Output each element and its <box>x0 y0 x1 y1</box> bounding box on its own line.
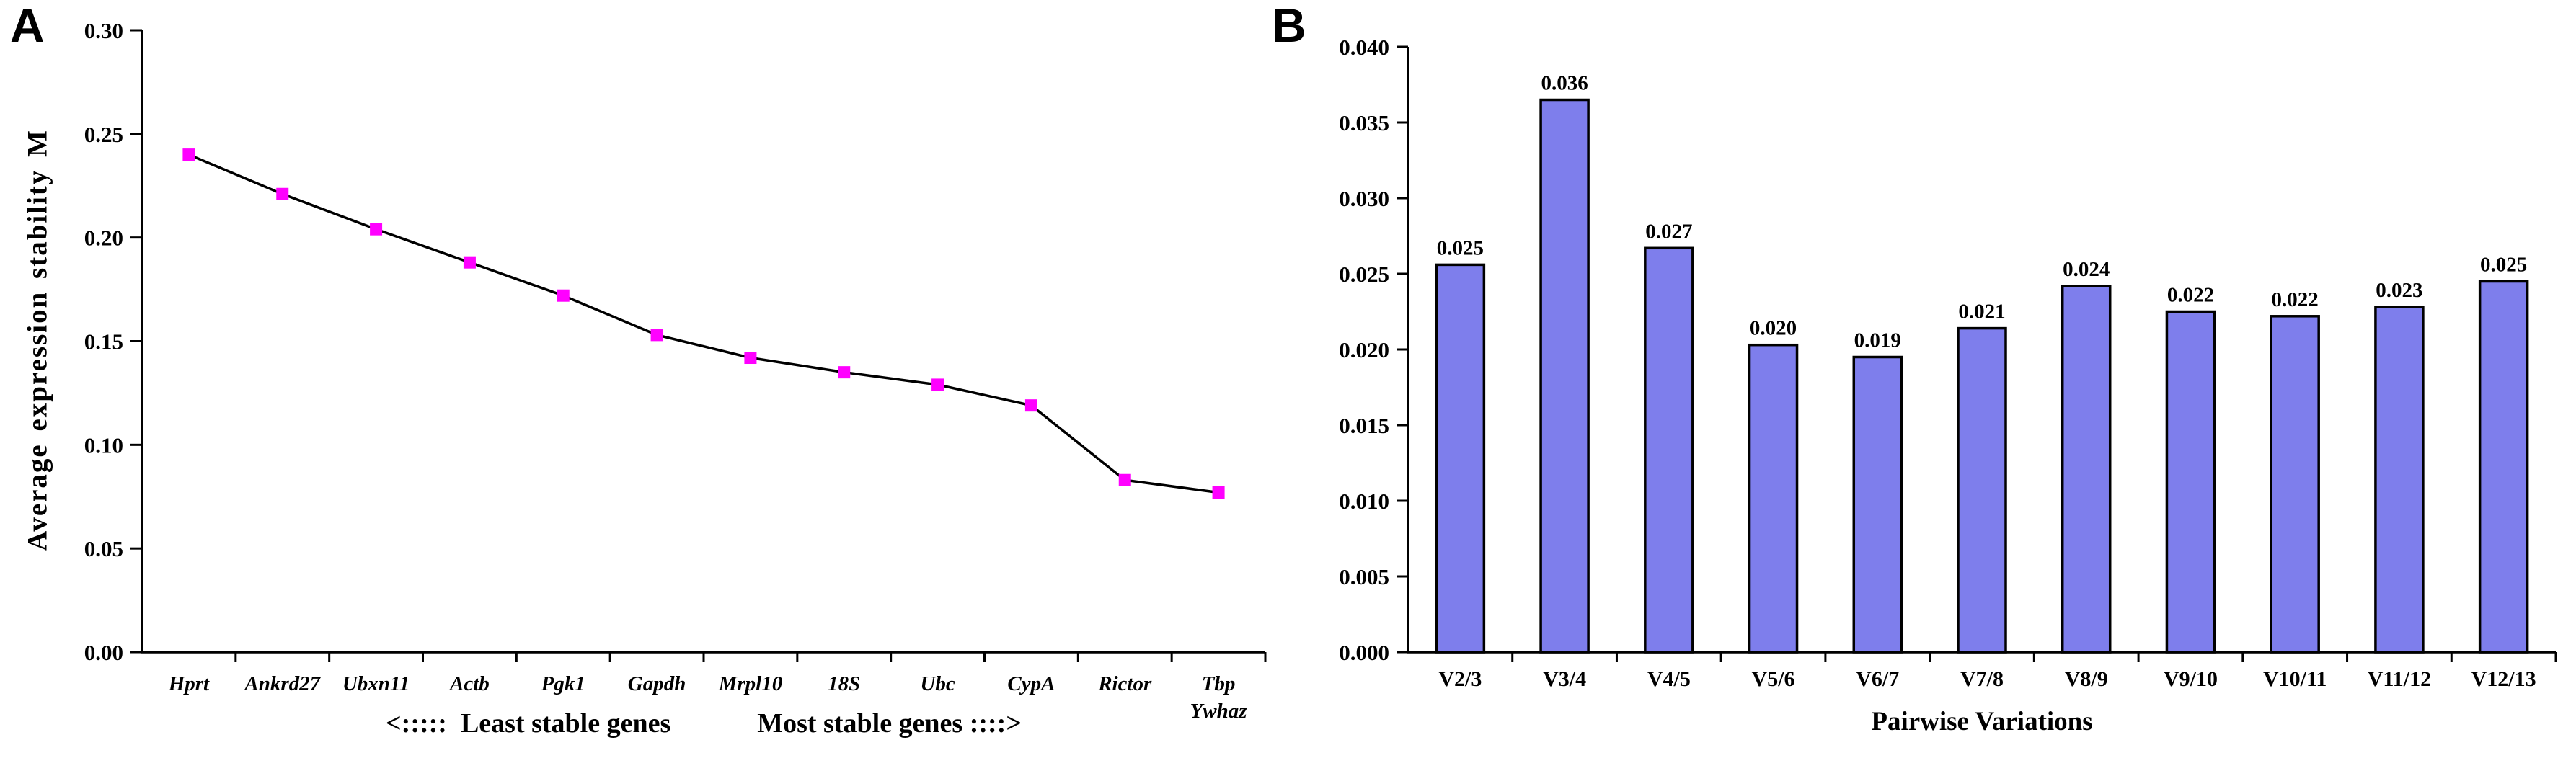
gene-label: Mrpl10 <box>718 672 783 695</box>
y-tick-label: 0.040 <box>1339 35 1389 60</box>
gene-label: 18S <box>828 672 860 695</box>
data-point-marker <box>463 256 476 269</box>
pairwise-variation-bar <box>1539 98 1590 654</box>
y-tick-label: 0.000 <box>1339 640 1389 665</box>
bar-value-label: 0.019 <box>1854 329 1901 352</box>
pairwise-variation-bar <box>2165 310 2216 654</box>
gene-label: Ywhaz <box>1190 700 1248 723</box>
data-point-marker <box>1212 486 1225 499</box>
gene-label: Ubxn11 <box>342 672 410 695</box>
bar-value-label: 0.027 <box>1645 220 1692 243</box>
y-tick-label: 0.015 <box>1339 413 1389 438</box>
gene-label: Ubc <box>920 672 955 695</box>
y-tick-label: 0.030 <box>1339 186 1389 211</box>
pairwise-variation-label: V6/7 <box>1856 667 1899 691</box>
bar-value-label: 0.024 <box>2063 258 2110 281</box>
bar-value-label: 0.036 <box>1541 72 1588 95</box>
data-point-marker <box>1024 399 1037 412</box>
y-tick-label: 0.010 <box>1339 489 1389 514</box>
gene-label: Pgk1 <box>541 672 585 695</box>
gene-label: Ankrd27 <box>243 672 321 695</box>
gene-label: Actb <box>448 672 490 695</box>
bar-value-label: 0.020 <box>1750 317 1797 340</box>
bar-value-label: 0.021 <box>1958 300 2005 324</box>
data-point-marker <box>650 329 663 342</box>
pairwise-variation-bar <box>1644 246 1694 654</box>
pairwise-variation-label: V12/13 <box>2471 667 2536 691</box>
pairwise-variation-label: V8/9 <box>2065 667 2108 691</box>
pairwise-variation-bar <box>1435 263 1486 654</box>
pairwise-variation-bar <box>2270 315 2320 654</box>
panel-b-letter: B <box>1272 0 1306 52</box>
pairwise-variation-label: V3/4 <box>1543 667 1586 691</box>
bar-value-label: 0.023 <box>2376 279 2422 302</box>
panel-a-axes <box>141 30 1265 654</box>
y-tick-label: 0.25 <box>84 122 123 147</box>
panel-b-x-axis-title: Pairwise Variations <box>1871 707 2093 736</box>
pairwise-variation-label: V11/12 <box>2368 667 2431 691</box>
gene-label: CypA <box>1007 672 1055 695</box>
pairwise-variation-label: V7/8 <box>1960 667 2004 691</box>
bar-value-label: 0.022 <box>2167 284 2214 307</box>
bar-value-label: 0.022 <box>2272 288 2319 311</box>
gene-label: Rictor <box>1097 672 1152 695</box>
pairwise-variation-bar <box>1748 343 1799 654</box>
pairwise-variation-bar <box>1852 355 1903 654</box>
bar-value-label: 0.025 <box>2480 254 2527 277</box>
y-tick-label: 0.005 <box>1339 564 1389 589</box>
y-tick-label: 0.10 <box>84 432 123 458</box>
y-tick-label: 0.30 <box>84 18 123 43</box>
pairwise-variation-bar <box>2478 280 2529 654</box>
pairwise-variation-label: V10/11 <box>2263 667 2327 691</box>
gene-label: Gapdh <box>628 672 686 695</box>
gene-label: Tbp <box>1202 672 1236 695</box>
y-tick-label: 0.025 <box>1339 262 1389 287</box>
y-tick-label: 0.035 <box>1339 110 1389 135</box>
panel-a-letter: A <box>10 0 45 52</box>
pairwise-variation-label: V9/10 <box>2164 667 2218 691</box>
y-tick-label: 0.15 <box>84 329 123 355</box>
pairwise-variation-bar <box>2061 285 2112 654</box>
data-point-marker <box>744 352 757 365</box>
data-point-marker <box>370 223 383 236</box>
data-point-marker <box>182 148 195 161</box>
pairwise-variation-bar <box>1957 326 2007 654</box>
y-tick-label: 0.00 <box>84 640 123 665</box>
panel-a-stability-annotation: <::::: Least stable genes Most stable ge… <box>142 708 1265 739</box>
pairwise-variation-label: V4/5 <box>1647 667 1691 691</box>
least-stable-genes-annotation: <::::: Least stable genes <box>386 708 671 739</box>
stability-trend-line <box>188 153 1219 494</box>
most-stable-genes-annotation: Most stable genes ::::> <box>757 708 1022 739</box>
data-point-marker <box>276 187 289 200</box>
bar-value-label: 0.025 <box>1437 236 1484 259</box>
y-tick-label: 0.020 <box>1339 337 1389 362</box>
gene-label: Hprt <box>168 672 210 695</box>
pairwise-variation-bar <box>2374 306 2425 654</box>
data-point-marker <box>557 289 570 302</box>
panel-a-y-axis-title: Average expression stability M <box>22 129 53 551</box>
data-point-marker <box>838 366 851 379</box>
y-tick-label: 0.20 <box>84 226 123 251</box>
data-point-marker <box>931 378 944 391</box>
y-tick-label: 0.05 <box>84 536 123 561</box>
panel-b-plot: 0.040 0.035 0.030 0.025 0.020 0.015 0.010 0.005… <box>1339 35 2557 691</box>
panel-a-plot: 0.30 0.25 0.20 0.15 0.10 0.05 0.00 Hprt Ankrd27 U… <box>84 18 1267 723</box>
pairwise-variation-label: V2/3 <box>1438 667 1482 691</box>
data-point-marker <box>1118 473 1131 486</box>
pairwise-variation-label: V5/6 <box>1752 667 1795 691</box>
